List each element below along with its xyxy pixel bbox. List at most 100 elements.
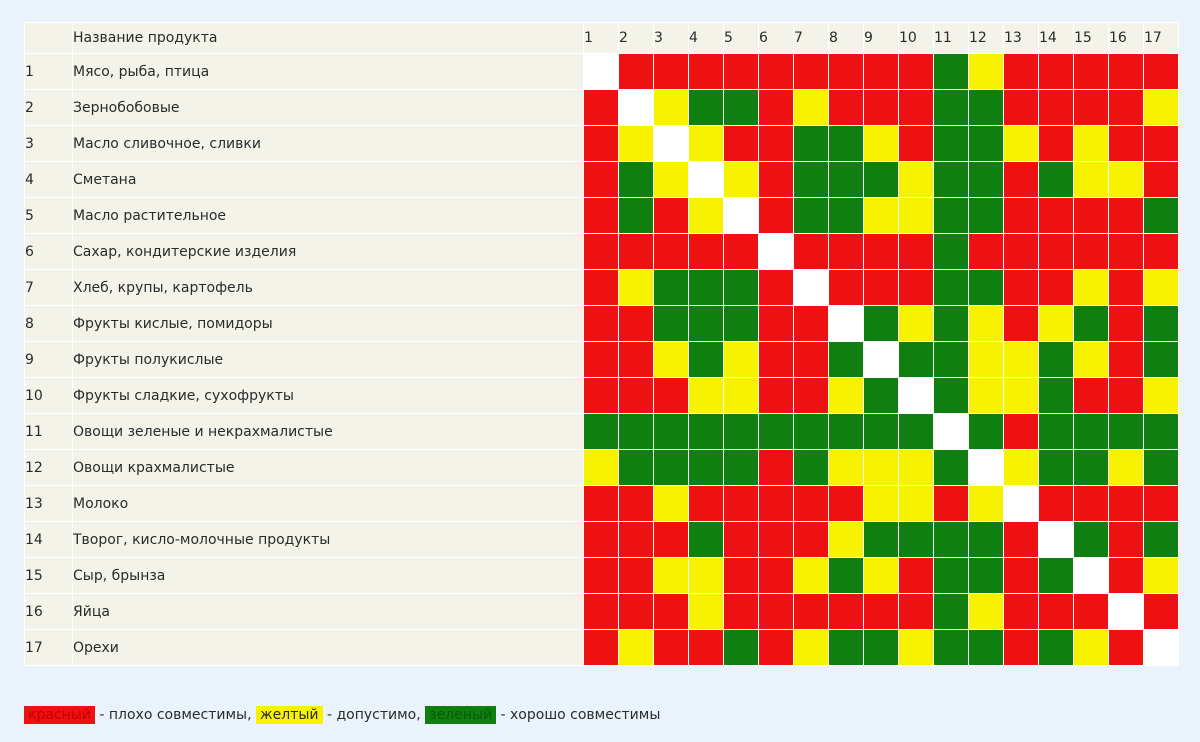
- column-header-6: 6: [758, 22, 794, 54]
- cell-15-10: [898, 557, 934, 594]
- cell-12-6: [758, 449, 794, 486]
- row-product-name: Сметана: [72, 161, 584, 198]
- cell-2-12: [968, 89, 1004, 126]
- cell-8-12: [968, 305, 1004, 342]
- cell-6-3: [653, 233, 689, 270]
- cell-17-12: [968, 629, 1004, 666]
- cell-11-6: [758, 413, 794, 450]
- cell-8-9: [863, 305, 899, 342]
- cell-7-1: [583, 269, 619, 306]
- cell-8-17: [1143, 305, 1179, 342]
- cell-2-4: [688, 89, 724, 126]
- cell-2-6: [758, 89, 794, 126]
- table-row: 10 Фрукты сладкие, сухофрукты: [24, 377, 1179, 414]
- cell-2-10: [898, 89, 934, 126]
- cell-4-9: [863, 161, 899, 198]
- cell-4-12: [968, 161, 1004, 198]
- table-row: 9 Фрукты полукислые: [24, 341, 1179, 378]
- cell-16-13: [1003, 593, 1039, 630]
- cell-3-5: [723, 125, 759, 162]
- cell-2-8: [828, 89, 864, 126]
- column-header-7: 7: [793, 22, 829, 54]
- cell-17-13: [1003, 629, 1039, 666]
- cell-13-7: [793, 485, 829, 522]
- cell-2-7: [793, 89, 829, 126]
- row-product-name: Фрукты кислые, помидоры: [72, 305, 584, 342]
- cell-14-9: [863, 521, 899, 558]
- cell-17-2: [618, 629, 654, 666]
- row-product-name: Творог, кисло-молочные продукты: [72, 521, 584, 558]
- cell-4-5: [723, 161, 759, 198]
- cell-14-14: [1038, 521, 1074, 558]
- cell-10-13: [1003, 377, 1039, 414]
- cell-6-4: [688, 233, 724, 270]
- cell-11-17: [1143, 413, 1179, 450]
- cell-9-9: [863, 341, 899, 378]
- row-product-name: Хлеб, крупы, картофель: [72, 269, 584, 306]
- cell-11-4: [688, 413, 724, 450]
- row-number: 8: [24, 305, 73, 342]
- cell-8-7: [793, 305, 829, 342]
- cell-4-4: [688, 161, 724, 198]
- table-row: 11 Овощи зеленые и некрахмалистые: [24, 413, 1179, 450]
- cell-13-16: [1108, 485, 1144, 522]
- cell-10-7: [793, 377, 829, 414]
- cell-12-13: [1003, 449, 1039, 486]
- cell-13-17: [1143, 485, 1179, 522]
- cell-10-3: [653, 377, 689, 414]
- cell-3-12: [968, 125, 1004, 162]
- cell-6-5: [723, 233, 759, 270]
- cell-1-13: [1003, 53, 1039, 90]
- cell-9-5: [723, 341, 759, 378]
- cell-13-1: [583, 485, 619, 522]
- legend-green-swatch: зеленый: [425, 706, 497, 724]
- cell-16-10: [898, 593, 934, 630]
- cell-15-8: [828, 557, 864, 594]
- cell-12-11: [933, 449, 969, 486]
- cell-16-5: [723, 593, 759, 630]
- table-row: 14 Творог, кисло-молочные продукты: [24, 521, 1179, 558]
- cell-15-4: [688, 557, 724, 594]
- cell-15-11: [933, 557, 969, 594]
- cell-10-10: [898, 377, 934, 414]
- cell-9-12: [968, 341, 1004, 378]
- cell-15-17: [1143, 557, 1179, 594]
- cell-3-13: [1003, 125, 1039, 162]
- row-number: 10: [24, 377, 73, 414]
- legend: красный - плохо совместимы, желтый - доп…: [24, 706, 660, 724]
- cell-12-17: [1143, 449, 1179, 486]
- cell-16-15: [1073, 593, 1109, 630]
- table-row: 1 Мясо, рыба, птица: [24, 53, 1179, 90]
- cell-7-5: [723, 269, 759, 306]
- cell-13-5: [723, 485, 759, 522]
- row-number: 5: [24, 197, 73, 234]
- cell-9-10: [898, 341, 934, 378]
- table-row: 7 Хлеб, крупы, картофель: [24, 269, 1179, 306]
- cell-7-15: [1073, 269, 1109, 306]
- cell-3-8: [828, 125, 864, 162]
- cell-10-6: [758, 377, 794, 414]
- row-product-name: Овощи зеленые и некрахмалистые: [72, 413, 584, 450]
- cell-6-2: [618, 233, 654, 270]
- row-number: 9: [24, 341, 73, 378]
- cell-17-4: [688, 629, 724, 666]
- cell-4-6: [758, 161, 794, 198]
- cell-10-9: [863, 377, 899, 414]
- cell-5-7: [793, 197, 829, 234]
- cell-4-1: [583, 161, 619, 198]
- cell-12-14: [1038, 449, 1074, 486]
- column-header-14: 14: [1038, 22, 1074, 54]
- legend-red-text: - плохо совместимы,: [94, 707, 257, 723]
- row-product-name: Сахар, кондитерские изделия: [72, 233, 584, 270]
- column-header-15: 15: [1073, 22, 1109, 54]
- cell-16-3: [653, 593, 689, 630]
- cell-10-2: [618, 377, 654, 414]
- cell-5-1: [583, 197, 619, 234]
- cell-6-15: [1073, 233, 1109, 270]
- cell-4-11: [933, 161, 969, 198]
- cell-3-4: [688, 125, 724, 162]
- cell-5-8: [828, 197, 864, 234]
- cell-5-15: [1073, 197, 1109, 234]
- cell-10-15: [1073, 377, 1109, 414]
- cell-16-1: [583, 593, 619, 630]
